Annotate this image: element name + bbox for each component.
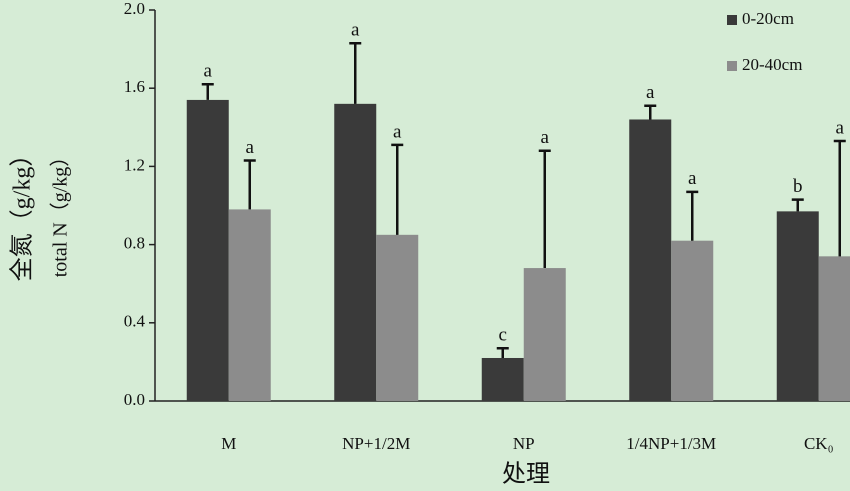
y-tick-label: 0.0: [124, 390, 145, 409]
error-bar: [243, 159, 256, 210]
significance-letter: b: [793, 176, 803, 197]
bar: [481, 357, 524, 401]
error-bar: [686, 190, 699, 241]
x-tick-label: CK₀: [804, 434, 834, 453]
bar: [629, 119, 672, 401]
bar: [818, 256, 850, 401]
y-tick-label: 0.4: [124, 312, 146, 331]
error-bar: [538, 149, 551, 269]
bar: [186, 99, 229, 402]
bar: [334, 103, 377, 401]
y-axis-title: 全氮（g/kg）: [9, 143, 36, 282]
y-tick-label: 1.2: [124, 155, 145, 174]
error-bar: [201, 83, 214, 100]
error-bar: [391, 143, 404, 235]
x-tick-label: M: [221, 434, 236, 453]
x-tick-label: NP+1/2M: [342, 434, 410, 453]
significance-letter: c: [499, 325, 507, 346]
bar: [376, 234, 419, 401]
x-tick-label: 1/4NP+1/3M: [626, 434, 716, 453]
y-axis-title: total N（g/kg）: [49, 147, 72, 278]
legend-label: 0-20cm: [742, 9, 794, 28]
error-bar: [833, 139, 846, 257]
significance-letter: a: [246, 137, 255, 158]
bar: [228, 209, 271, 401]
legend-swatch: [727, 61, 737, 71]
significance-letter: a: [541, 127, 550, 148]
legend-label: 20-40cm: [742, 55, 802, 74]
x-axis-title: 处理: [502, 461, 550, 488]
y-tick-label: 2.0: [124, 0, 145, 18]
y-tick-label: 0.8: [124, 234, 145, 253]
significance-letter: a: [688, 168, 697, 189]
significance-letter: a: [393, 121, 402, 142]
error-bar: [644, 104, 657, 120]
significance-letter: a: [204, 61, 213, 82]
significance-letter: a: [351, 20, 360, 41]
y-tick-label: 1.6: [124, 77, 145, 96]
x-tick-label: NP: [513, 434, 535, 453]
error-bar: [349, 41, 362, 104]
bar: [671, 240, 714, 401]
significance-letter: a: [836, 117, 845, 138]
legend-swatch: [727, 15, 737, 25]
bar: [776, 211, 819, 401]
significance-letter: a: [646, 82, 655, 103]
error-bar: [791, 198, 804, 212]
bar: [523, 268, 566, 401]
error-bar: [496, 346, 509, 358]
